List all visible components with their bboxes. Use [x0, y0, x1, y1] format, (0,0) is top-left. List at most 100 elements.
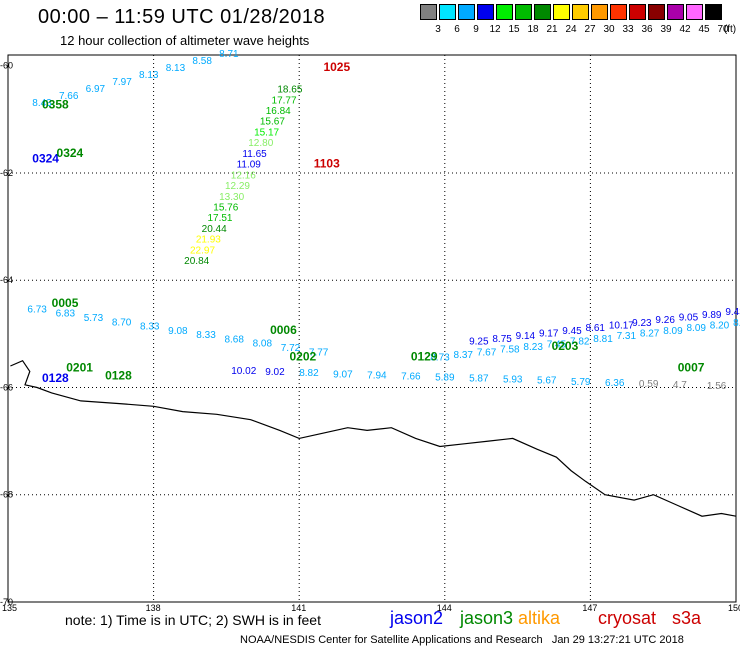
lon-tick-label: 147 — [582, 603, 597, 613]
satellite-jason3: jason3 — [460, 608, 514, 628]
swh-value: 9.43 — [725, 307, 740, 318]
swh-value: 9.45 — [562, 326, 582, 337]
legend-unit: (ft) — [723, 24, 737, 35]
lat-tick-label: -70 — [0, 597, 13, 607]
swh-value: 13.30 — [219, 192, 244, 203]
legend-swatch-42 — [667, 4, 684, 20]
lat-tick-label: -68 — [0, 490, 13, 500]
map-frame — [7, 54, 737, 603]
swh-value: 9.08 — [168, 326, 188, 337]
swh-value: 17.77 — [272, 95, 297, 106]
swh-value: 7.77 — [309, 347, 329, 358]
swh-value: 11.09 — [237, 160, 262, 171]
swh-value: 12.16 — [231, 170, 256, 181]
time-label: 0129 — [411, 350, 438, 364]
legend-label: 39 — [660, 24, 672, 35]
swh-value: 9.02 — [265, 367, 285, 378]
swh-value: 10.17 — [609, 321, 634, 332]
legend-swatch-39 — [648, 4, 665, 20]
legend-label: 45 — [698, 24, 710, 35]
swh-value: 7.97 — [112, 77, 132, 88]
time-label: 0324 — [57, 146, 84, 160]
page-title: 00:00 – 11:59 UTC 01/28/2018 — [38, 6, 326, 28]
legend-label: 70 — [717, 24, 729, 35]
swh-value: 7.82 — [570, 337, 590, 348]
satellite-jason2: jason2 — [390, 608, 444, 628]
footnote: note: 1) Time is in UTC; 2) SWH is in fe… — [65, 612, 321, 628]
swh-value: 8.61 — [586, 323, 606, 334]
swh-value: 9.23 — [632, 318, 652, 329]
swh-value: 8.73 — [430, 353, 450, 364]
swh-value: 18.65 — [277, 85, 302, 96]
legend-swatch-27 — [572, 4, 589, 20]
swh-value: 6.73 — [27, 304, 47, 315]
swh-value: 6.83 — [56, 309, 76, 320]
legend-swatch-33 — [610, 4, 627, 20]
swh-value: 9.05 — [679, 312, 699, 323]
swh-value: 15.67 — [260, 117, 285, 128]
swh-value: 11.65 — [242, 149, 267, 160]
satellite-s3a: s3a — [672, 608, 702, 628]
lon-tick-label: 138 — [146, 603, 161, 613]
lon-tick-label: 141 — [291, 603, 306, 613]
swh-value: 12.80 — [248, 138, 273, 149]
swh-value: 8.09 — [663, 326, 683, 337]
swh-value: 7.66 — [59, 91, 79, 102]
swh-value: 7.72 — [281, 343, 301, 354]
swh-value: 8.13 — [166, 63, 186, 74]
time-label: 0358 — [42, 98, 69, 112]
swh-value: 21.93 — [196, 235, 221, 246]
legend-swatch-9 — [458, 4, 475, 20]
legend-label: 9 — [473, 24, 479, 35]
legend-swatch-36 — [629, 4, 646, 20]
legend-swatch-6 — [439, 4, 456, 20]
legend-label: 18 — [527, 24, 539, 35]
swh-value: 22.97 — [190, 245, 215, 256]
swh-value: 20.44 — [202, 224, 227, 235]
swh-value: 8.13 — [139, 70, 159, 81]
swh-value: 8.82 — [299, 368, 319, 379]
legend-label: 24 — [565, 24, 577, 35]
swh-value: 8.37 — [454, 350, 474, 361]
swh-value: 15.17 — [254, 127, 279, 138]
legend-swatch-12 — [477, 4, 494, 20]
credit-line: NOAA/NESDIS Center for Satellite Applica… — [240, 634, 684, 646]
legend-label: 42 — [679, 24, 691, 35]
satellite-cryosat: cryosat — [598, 608, 657, 628]
swh-value: 16.84 — [266, 106, 291, 117]
swh-value: 9.07 — [333, 369, 353, 380]
time-label: 0128 — [42, 371, 69, 385]
swh-value: 9.14 — [516, 331, 536, 342]
time-label: 0202 — [289, 350, 316, 364]
satellite-altika: altika — [518, 608, 561, 628]
swh-value: 8.71 — [219, 49, 239, 60]
swh-value: 5.67 — [537, 376, 557, 387]
swh-value: 7.45 — [547, 339, 567, 350]
legend-swatch-30 — [591, 4, 608, 20]
swh-value: 5.79 — [571, 377, 591, 388]
swh-value: 7.67 — [477, 347, 497, 358]
swh-value: 5.87 — [469, 374, 489, 385]
swh-value: 8.70 — [112, 317, 132, 328]
swh-value: 7.31 — [617, 331, 637, 342]
legend-label: 33 — [622, 24, 634, 35]
legend-swatch-45 — [686, 4, 703, 20]
swh-value: 7.94 — [367, 370, 387, 381]
swh-value: 9.26 — [655, 315, 675, 326]
time-label: 0005 — [52, 296, 79, 310]
swh-value: 7.58 — [500, 345, 520, 356]
time-label: 0203 — [552, 339, 579, 353]
swh-value: 0.59 — [639, 379, 659, 390]
swh-value: 17.51 — [207, 213, 232, 224]
swh-value: 8.23 — [523, 342, 543, 353]
legend-label: 30 — [603, 24, 615, 35]
swh-value: 20.84 — [184, 256, 209, 267]
legend-label: 6 — [454, 24, 460, 35]
swh-value: 5.93 — [503, 375, 523, 386]
time-label: 0128 — [105, 368, 132, 382]
time-label: 0006 — [270, 323, 297, 337]
swh-value: 8.20 — [710, 321, 730, 332]
swh-value: 4.7 — [673, 380, 687, 391]
swh-value: 1.56 — [707, 381, 727, 392]
